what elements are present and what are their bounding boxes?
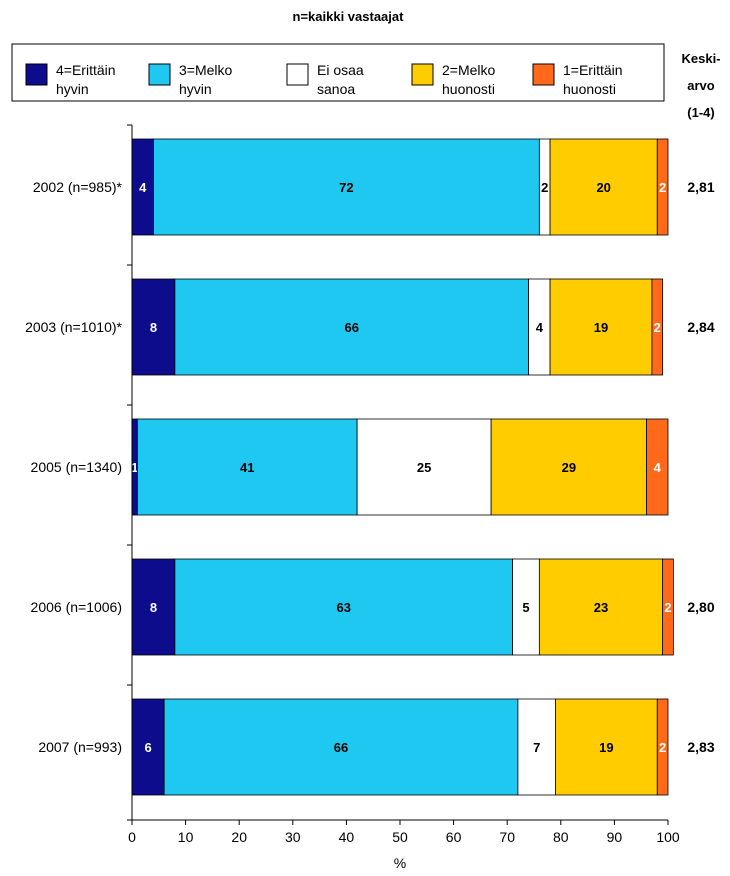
bar-segment-2-melko-huonosti-row-2: [549, 278, 653, 376]
mean-header-line-3: (1-4): [687, 105, 714, 120]
data-label-2-melko-huonosti-row-5: 19: [599, 740, 613, 755]
bar-segment-2-melko-huonosti-row-1: [549, 138, 658, 236]
category-label-row-2: 2003 (n=1010)*: [25, 319, 122, 335]
data-label-3-melko-hyvin-row-4: 63: [336, 600, 350, 615]
mean-value-row-4: 2,80: [687, 599, 714, 615]
data-label-1-eritt-in-huonosti-row-1: 2: [659, 180, 666, 195]
data-label-1-eritt-in-huonosti-row-5: 2: [659, 740, 666, 755]
bar-segment-1-eritt-in-huonosti-row-5: [656, 698, 669, 796]
data-label-ei-osaa-sanoa-row-2: 4: [536, 320, 544, 335]
bar-segment-ei-osaa-sanoa-row-4: [512, 558, 540, 656]
legend-swatch-1-eritt-in-huonosti: [532, 63, 555, 86]
legend-label-1-eritt-in-huonosti-line-2: huonosti: [563, 81, 616, 97]
x-axis: 0 10 20 30 40 50 60 70 80 90 100: [127, 124, 680, 845]
bar-segment-3-melko-hyvin-row-2: [174, 278, 530, 376]
category-label-row-3: 2005 (n=1340): [31, 459, 122, 475]
bar-segment-2-melko-huonosti-row-4: [538, 558, 664, 656]
data-label-2-melko-huonosti-row-1: 20: [596, 180, 610, 195]
data-label-ei-osaa-sanoa-row-5: 7: [533, 740, 540, 755]
legend-label-4-eritt-in-hyvin-line-1: 4=Erittäin: [56, 62, 116, 78]
data-label-4-eritt-in-hyvin-row-1: 4: [139, 180, 147, 195]
mean-value-row-1: 2,81: [687, 179, 714, 195]
bar-segment-3-melko-hyvin-row-3: [136, 418, 358, 516]
data-label-3-melko-hyvin-row-1: 72: [339, 180, 353, 195]
legend: 4=Erittäin hyvin 3=Melko hyvin Ei osaa sanoa 2…: [11, 43, 665, 102]
bar-segment-ei-osaa-sanoa-row-5: [517, 698, 556, 796]
legend-label-2-melko-huonosti-line-1: 2=Melko: [442, 62, 496, 78]
legend-swatch-4-eritt-in-hyvin: [25, 63, 48, 86]
mean-value-row-2: 2,84: [687, 319, 714, 335]
category-label-row-4: 2006 (n=1006): [31, 599, 122, 615]
data-label-3-melko-hyvin-row-5: 66: [334, 740, 348, 755]
data-label-2-melko-huonosti-row-3: 29: [562, 460, 576, 475]
data-label-4-eritt-in-hyvin-row-3: 1: [131, 460, 138, 475]
legend-label-ei-osaa-sanoa-line-1: Ei osaa: [317, 62, 364, 78]
category-label-row-5: 2007 (n=993): [38, 739, 122, 755]
data-label-1-eritt-in-huonosti-row-4: 2: [664, 600, 671, 615]
data-label-3-melko-hyvin-row-2: 66: [345, 320, 359, 335]
x-tick-label-50: 50: [392, 829, 408, 845]
bar-segment-1-eritt-in-huonosti-row-4: [662, 558, 674, 656]
legend-label-2-melko-huonosti-line-2: huonosti: [442, 81, 495, 97]
legend-swatch-ei-osaa-sanoa: [286, 63, 309, 86]
chart-subtitle: n=kaikki vastaajat: [293, 9, 405, 24]
data-label-4-eritt-in-hyvin-row-5: 6: [144, 740, 151, 755]
category-label-row-1: 2002 (n=985)*: [33, 179, 123, 195]
mean-value-row-5: 2,83: [687, 739, 714, 755]
data-label-3-melko-hyvin-row-3: 41: [240, 460, 254, 475]
data-label-4-eritt-in-hyvin-row-2: 8: [150, 320, 157, 335]
x-tick-label-60: 60: [446, 829, 462, 845]
bar-segment-1-eritt-in-huonosti-row-1: [656, 138, 669, 236]
x-tick-label-0: 0: [128, 829, 136, 845]
data-label-1-eritt-in-huonosti-row-3: 4: [654, 460, 662, 475]
legend-swatch-3-melko-hyvin: [148, 63, 171, 86]
x-tick-label-20: 20: [231, 829, 247, 845]
bar-segment-1-eritt-in-huonosti-row-2: [651, 278, 664, 376]
x-tick-label-40: 40: [339, 829, 355, 845]
x-tick-label-90: 90: [607, 829, 623, 845]
x-tick-label-10: 10: [178, 829, 194, 845]
x-tick-label-30: 30: [285, 829, 301, 845]
bar-segment-4-eritt-in-hyvin-row-4: [131, 558, 176, 656]
mean-header-line-2: arvo: [687, 78, 715, 93]
x-tick-label-100: 100: [656, 829, 680, 845]
legend-frame: [11, 43, 665, 102]
bar-segment-2-melko-huonosti-row-3: [490, 418, 647, 516]
legend-label-ei-osaa-sanoa-line-2: sanoa: [317, 81, 355, 97]
data-label-ei-osaa-sanoa-row-1: 2: [541, 180, 548, 195]
x-tick-label-80: 80: [553, 829, 569, 845]
bar-segment-1-eritt-in-huonosti-row-3: [646, 418, 669, 516]
mean-column-header: Keski- arvo (1-4): [681, 51, 720, 120]
bar-segment-2-melko-huonosti-row-5: [555, 698, 658, 796]
data-label-2-melko-huonosti-row-4: 23: [594, 600, 608, 615]
legend-label-4-eritt-in-hyvin-line-2: hyvin: [56, 81, 89, 97]
data-label-ei-osaa-sanoa-row-4: 5: [522, 600, 529, 615]
bar-segment-4-eritt-in-hyvin-row-5: [131, 698, 165, 796]
data-label-ei-osaa-sanoa-row-3: 25: [417, 460, 431, 475]
legend-label-3-melko-hyvin-line-2: hyvin: [179, 81, 212, 97]
bar-segment-3-melko-hyvin-row-5: [163, 698, 519, 796]
legend-swatch-2-melko-huonosti: [411, 63, 434, 86]
data-label-1-eritt-in-huonosti-row-2: 2: [654, 320, 661, 335]
data-label-4-eritt-in-hyvin-row-4: 8: [150, 600, 157, 615]
bar-segment-3-melko-hyvin-row-1: [153, 138, 540, 236]
mean-header-line-1: Keski-: [681, 51, 720, 66]
legend-label-3-melko-hyvin-line-1: 3=Melko: [179, 62, 233, 78]
x-tick-label-70: 70: [499, 829, 515, 845]
data-label-2-melko-huonosti-row-2: 19: [594, 320, 608, 335]
legend-label-1-eritt-in-huonosti-line-1: 1=Erittäin: [563, 62, 623, 78]
bar-segment-3-melko-hyvin-row-4: [174, 558, 513, 656]
x-axis-label: %: [394, 855, 406, 871]
